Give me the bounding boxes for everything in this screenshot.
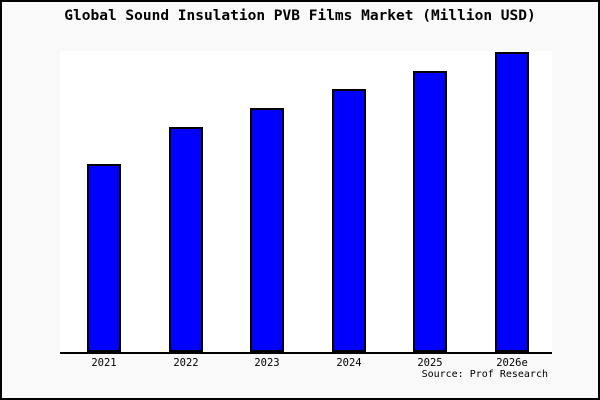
bar-2024 — [332, 89, 366, 352]
x-tick-label-2022: 2022 — [173, 357, 199, 369]
x-tick-label-2021: 2021 — [91, 357, 117, 369]
bar-2022 — [169, 127, 203, 352]
bar-2023 — [250, 108, 284, 352]
bar-2026e — [495, 52, 529, 352]
plot-area — [60, 51, 552, 354]
x-tick-label-2025: 2025 — [417, 357, 443, 369]
chart-title: Global Sound Insulation PVB Films Market… — [64, 8, 536, 24]
bar-2021 — [87, 164, 121, 352]
bar-2025 — [413, 71, 447, 352]
x-tick-label-2023: 2023 — [254, 357, 280, 369]
source-note: Source: Prof Research — [421, 369, 548, 380]
x-tick-label-2024: 2024 — [336, 357, 362, 369]
x-tick-label-2026e: 2026e — [496, 357, 528, 369]
